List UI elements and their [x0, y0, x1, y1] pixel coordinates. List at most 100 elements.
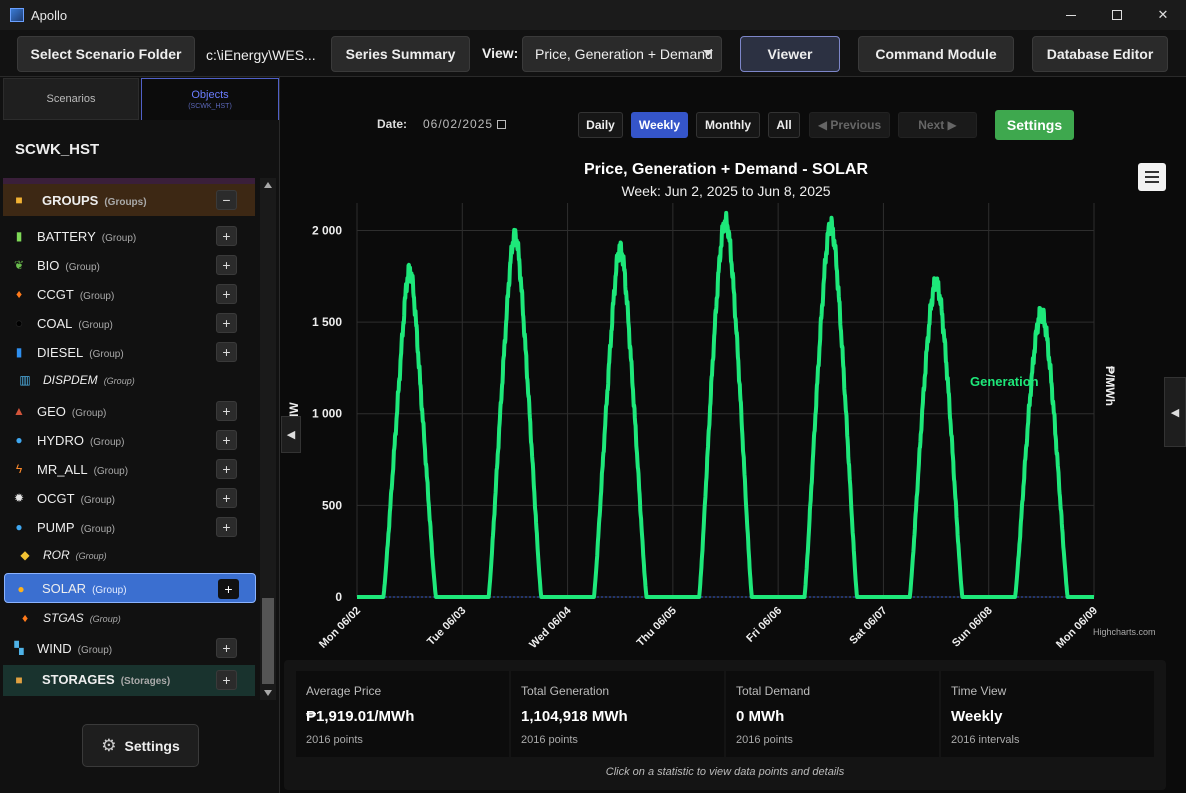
stat-label: Total Demand	[736, 684, 811, 698]
collapse-sidebar-button[interactable]: ◀	[281, 416, 301, 453]
tree-item-bio[interactable]: ❦ BIO (Group) +	[3, 251, 255, 280]
droplet-icon: ●	[15, 433, 23, 447]
x-tick-label: Tue 06/03	[425, 605, 468, 648]
weekly-button[interactable]: Weekly	[631, 112, 688, 138]
add-ocgt-button[interactable]: +	[216, 488, 237, 508]
close-button[interactable]: ✕	[1140, 0, 1186, 30]
next-button[interactable]: Next ▶	[898, 112, 977, 138]
wind-icon: ▚	[14, 641, 24, 655]
maximize-button[interactable]	[1094, 0, 1140, 30]
groups-header[interactable]: ■ GROUPS (Groups) −	[3, 184, 255, 216]
add-battery-button[interactable]: +	[216, 226, 237, 246]
stat-average-price[interactable]: Average Price ₱1,919.01/MWh 2016 points	[296, 671, 509, 757]
add-hydro-button[interactable]: +	[216, 430, 237, 450]
tree-item-diesel[interactable]: ▮ DIESEL (Group) +	[3, 338, 255, 367]
folder-path: c:\iEnergy\WES...	[206, 47, 316, 63]
scroll-down-icon[interactable]	[264, 690, 272, 696]
main-panel: Date: 06/02/2025 Daily Weekly Monthly Al…	[281, 77, 1186, 793]
groups-header-tag: (Groups)	[104, 197, 147, 208]
tab-objects[interactable]: Objects (SCWK_HST)	[141, 78, 279, 120]
tree-scrollbar[interactable]	[260, 178, 276, 700]
stat-total-generation[interactable]: Total Generation 1,104,918 MWh 2016 poin…	[511, 671, 724, 757]
previous-button[interactable]: ◀ Previous	[809, 112, 890, 138]
select-scenario-folder-button[interactable]: Select Scenario Folder	[17, 36, 195, 72]
tree-item-label: PUMP	[37, 520, 75, 535]
add-storage-button[interactable]: +	[216, 670, 237, 690]
tree-item-ror[interactable]: ◆ ROR (Group)	[3, 541, 255, 570]
add-solar-button[interactable]: +	[218, 579, 239, 599]
tab-scenarios[interactable]: Scenarios	[3, 78, 139, 120]
apollo-logo-icon	[10, 8, 24, 22]
battery-icon: ▮	[15, 229, 23, 243]
tree-item-label: SOLAR	[42, 581, 87, 596]
collapse-groups-button[interactable]: −	[216, 190, 237, 210]
tree-item-label: STGAS	[43, 611, 84, 625]
minimize-button[interactable]	[1048, 0, 1094, 30]
add-ccgt-button[interactable]: +	[216, 284, 237, 304]
view-select[interactable]: Price, Generation + Demand	[522, 36, 722, 72]
tree-item-label: BIO	[37, 258, 60, 273]
date-input[interactable]: 06/02/2025	[423, 117, 507, 131]
calendar-icon[interactable]	[497, 120, 507, 129]
tree-item-tag: (Group)	[78, 320, 113, 331]
tree-item-battery[interactable]: ▮ BATTERY (Group) +	[3, 222, 255, 251]
tree-item-tag: (Group)	[65, 262, 100, 273]
add-bio-button[interactable]: +	[216, 255, 237, 275]
stat-total-demand[interactable]: Total Demand 0 MWh 2016 points	[726, 671, 939, 757]
add-mr-all-button[interactable]: +	[216, 459, 237, 479]
stat-time-view[interactable]: Time View Weekly 2016 intervals	[941, 671, 1154, 757]
scrollbar-thumb[interactable]	[262, 598, 274, 684]
tree-item-label: ROR	[43, 548, 70, 562]
tree-item-coal[interactable]: ● COAL (Group) +	[3, 309, 255, 338]
tree-item-wind[interactable]: ▚ WIND (Group) +	[3, 634, 255, 663]
storages-header-tag: (Storages)	[120, 676, 171, 687]
storages-header[interactable]: ■ STORAGES (Storages) +	[3, 665, 255, 696]
add-diesel-button[interactable]: +	[216, 342, 237, 362]
tree-item-hydro[interactable]: ● HYDRO (Group) +	[3, 426, 255, 455]
command-module-button[interactable]: Command Module	[858, 36, 1014, 72]
chevron-left-icon: ◀	[286, 429, 296, 441]
tab-objects-sublabel: (SCWK_HST)	[188, 103, 232, 110]
sun-icon: ●	[17, 582, 25, 596]
tree-item-tag: (Group)	[89, 614, 121, 624]
tree-item-ccgt[interactable]: ♦ CCGT (Group) +	[3, 280, 255, 309]
add-geo-button[interactable]: +	[216, 401, 237, 421]
flame-icon: ♦	[15, 287, 23, 301]
monthly-button[interactable]: Monthly	[696, 112, 760, 138]
series-summary-button[interactable]: Series Summary	[331, 36, 470, 72]
tree-item-ocgt[interactable]: ✹ OCGT (Group) +	[3, 484, 255, 513]
hamburger-icon	[1145, 171, 1159, 173]
chevron-down-icon	[703, 50, 713, 56]
y-tick-label: 1 500	[312, 315, 342, 329]
add-wind-button[interactable]: +	[216, 638, 237, 658]
sidebar-settings-button[interactable]: ⚙ Settings	[82, 724, 199, 767]
stats-hint: Click on a statistic to view data points…	[605, 766, 845, 778]
tree-item-pump[interactable]: ● PUMP (Group) +	[3, 513, 255, 542]
y-tick-label: 2 000	[312, 223, 342, 237]
tree-item-solar[interactable]: ● SOLAR (Group) +	[4, 573, 256, 603]
expand-right-panel-button[interactable]: ◀	[1164, 377, 1186, 447]
chart-menu-button[interactable]	[1138, 163, 1166, 191]
tree-item-tag: (Group)	[101, 233, 137, 244]
database-editor-button[interactable]: Database Editor	[1032, 36, 1168, 72]
coal-icon: ●	[15, 316, 23, 330]
tab-objects-label: Objects	[191, 89, 229, 101]
tree-item-stgas[interactable]: ♦ STGAS (Group)	[3, 604, 255, 633]
scroll-up-icon[interactable]	[264, 182, 272, 188]
tree-item-label: BATTERY	[37, 229, 96, 244]
daily-button[interactable]: Daily	[578, 112, 623, 138]
tree-item-mr-all[interactable]: ϟ MR_ALL (Group) +	[3, 455, 255, 484]
viewer-button[interactable]: Viewer	[740, 36, 840, 72]
add-coal-button[interactable]: +	[216, 313, 237, 333]
tree-item-geo[interactable]: ▲ GEO (Group) +	[3, 397, 255, 426]
tree-item-dispdem[interactable]: ▥ DISPDEM (Group)	[3, 366, 255, 395]
storages-header-label: STORAGES	[42, 672, 115, 687]
maximize-icon	[1112, 10, 1122, 20]
chart-settings-button[interactable]: Settings	[995, 110, 1074, 140]
object-tree: ■ GROUPS (Groups) − ▮ BATTERY (Group) + ❦ …	[3, 178, 258, 700]
add-pump-button[interactable]: +	[216, 517, 237, 537]
series-annotation: Generation	[970, 374, 1039, 389]
chart-credits[interactable]: Highcharts.com	[1093, 627, 1156, 637]
y-tick-label: 1 000	[312, 407, 342, 421]
all-button[interactable]: All	[768, 112, 800, 138]
